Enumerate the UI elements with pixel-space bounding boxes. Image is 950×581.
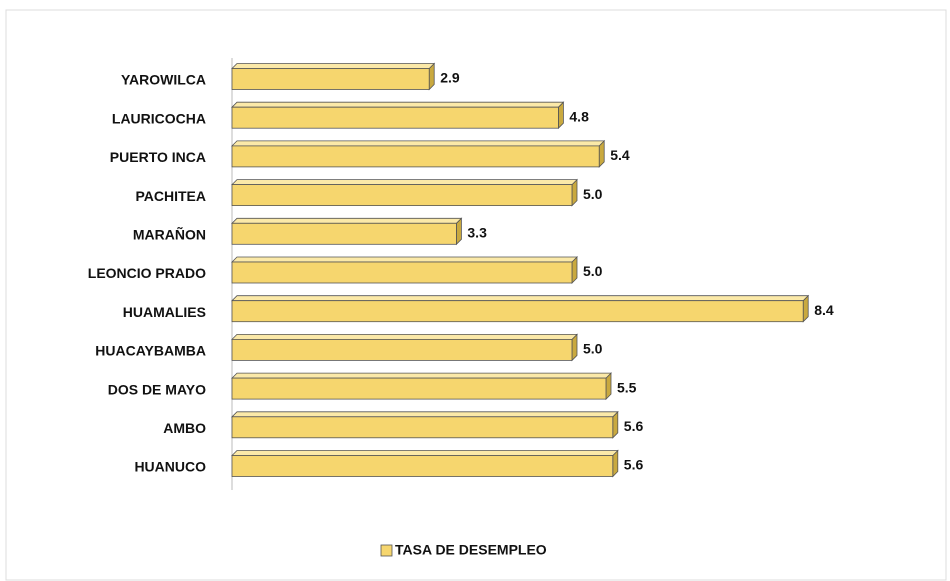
y-tick-label: LAURICOCHA xyxy=(112,110,206,126)
data-label: 8.4 xyxy=(814,302,834,318)
bar xyxy=(231,455,614,477)
bar-top xyxy=(231,179,578,186)
data-label: 2.9 xyxy=(440,70,460,86)
bar xyxy=(231,68,430,90)
y-tick-label: PACHITEA xyxy=(135,188,206,204)
bar-top xyxy=(231,372,612,379)
bar-top xyxy=(231,63,436,69)
y-tick-label: MARAÑON xyxy=(133,226,206,243)
data-label: 5.6 xyxy=(624,418,644,434)
bar-top xyxy=(231,295,810,302)
data-label: 5.0 xyxy=(583,186,603,202)
bar xyxy=(231,184,573,207)
bar-top xyxy=(231,140,606,147)
bar-top xyxy=(231,411,619,418)
bar-top xyxy=(231,101,565,108)
y-tick-label: PUERTO INCA xyxy=(110,149,206,165)
bar xyxy=(231,261,573,284)
bar xyxy=(231,377,607,400)
data-label: 5.5 xyxy=(617,379,637,395)
bar-top xyxy=(231,333,578,340)
data-label: 5.6 xyxy=(624,457,644,473)
bar-top xyxy=(231,450,619,456)
bar xyxy=(231,145,600,168)
data-label: 4.8 xyxy=(569,108,589,124)
y-tick-label: HUACAYBAMBA xyxy=(95,343,206,359)
y-tick-label: LEONCIO PRADO xyxy=(88,265,206,281)
y-tick-label: HUANUCO xyxy=(134,459,206,475)
data-label: 5.0 xyxy=(583,341,603,357)
bar xyxy=(231,300,804,323)
data-label: 5.4 xyxy=(610,147,630,163)
bar xyxy=(231,338,573,361)
chart-frame xyxy=(5,9,947,581)
y-tick-label: HUAMALIES xyxy=(123,304,206,320)
legend-label: TASA DE DESEMPLEO xyxy=(395,542,547,558)
data-label: 5.0 xyxy=(583,263,603,279)
bar xyxy=(231,416,614,439)
y-tick-label: YAROWILCA xyxy=(121,72,206,88)
legend-swatch xyxy=(380,544,393,557)
bar-top xyxy=(231,217,463,224)
y-tick-label: DOS DE MAYO xyxy=(108,381,206,397)
bar xyxy=(231,106,559,129)
bar-top xyxy=(231,256,578,263)
y-tick-label: AMBO xyxy=(163,420,206,436)
bar xyxy=(231,222,457,245)
data-label: 3.3 xyxy=(467,225,487,241)
